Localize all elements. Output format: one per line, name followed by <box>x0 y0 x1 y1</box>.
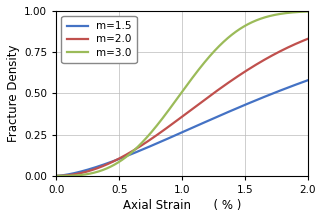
m=2.0 <box>255 63 259 65</box>
m=1.5 <box>251 101 255 103</box>
Y-axis label: Fracture Density: Fracture Density <box>7 45 20 142</box>
m=2.0 <box>227 81 231 84</box>
Legend: m=1.5, m=2.0, m=3.0: m=1.5, m=2.0, m=3.0 <box>61 16 137 63</box>
m=3.0 <box>80 173 84 176</box>
Line: m=1.5: m=1.5 <box>57 80 308 176</box>
m=1.5 <box>80 170 84 173</box>
m=3.0 <box>251 21 255 23</box>
Line: m=2.0: m=2.0 <box>57 39 308 176</box>
m=3.0 <box>55 175 58 177</box>
m=1.5 <box>165 138 169 140</box>
m=3.0 <box>156 123 160 125</box>
m=3.0 <box>306 10 310 13</box>
m=2.0 <box>251 65 255 68</box>
Line: m=3.0: m=3.0 <box>57 12 308 176</box>
m=3.0 <box>165 111 169 113</box>
X-axis label: Axial Strain      ( % ): Axial Strain ( % ) <box>123 199 241 212</box>
m=2.0 <box>80 171 84 174</box>
m=1.5 <box>306 79 310 81</box>
m=1.5 <box>156 141 160 144</box>
m=3.0 <box>227 36 231 38</box>
m=3.0 <box>255 19 259 21</box>
m=1.5 <box>55 175 58 177</box>
m=2.0 <box>306 37 310 40</box>
m=2.0 <box>165 126 169 129</box>
m=2.0 <box>55 175 58 177</box>
m=2.0 <box>156 133 160 136</box>
m=1.5 <box>255 99 259 101</box>
m=1.5 <box>227 110 231 113</box>
